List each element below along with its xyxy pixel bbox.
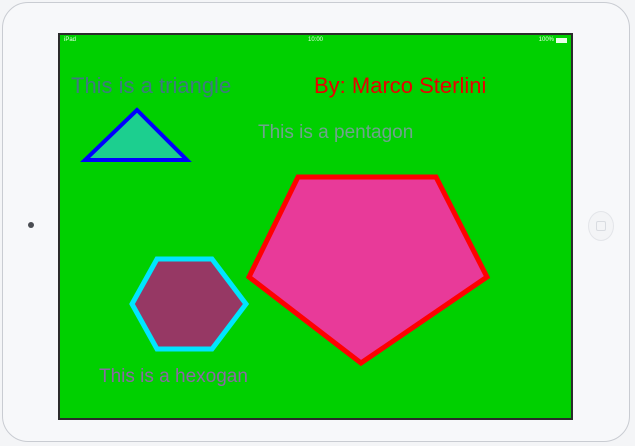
pentagon-polygon (245, 174, 491, 367)
status-carrier: iPad (64, 37, 77, 43)
app-screen: iPad 10:00 100% This is a triangle By: M… (58, 33, 573, 420)
triangle-shape (80, 107, 491, 367)
home-button[interactable] (588, 211, 614, 241)
pentagon-label: This is a pentagon (258, 122, 414, 143)
triangle-label: This is a triangle (71, 73, 232, 98)
triangle-polygon (80, 107, 192, 162)
hexagon-polygon (129, 256, 250, 352)
status-time: 10:00 (307, 37, 323, 43)
status-bar: iPad 10:00 100% (60, 35, 571, 45)
home-button-icon (596, 221, 606, 231)
battery-percent: 100% (538, 37, 554, 43)
camera-icon (28, 222, 34, 228)
battery-icon (556, 37, 567, 43)
author-label: By: Marco Sterlini (314, 73, 487, 98)
hexagon-label: This is a hexogan (99, 366, 248, 387)
tablet-device-frame: iPad 10:00 100% This is a triangle By: M… (2, 2, 630, 442)
status-battery: 100% (539, 35, 567, 45)
